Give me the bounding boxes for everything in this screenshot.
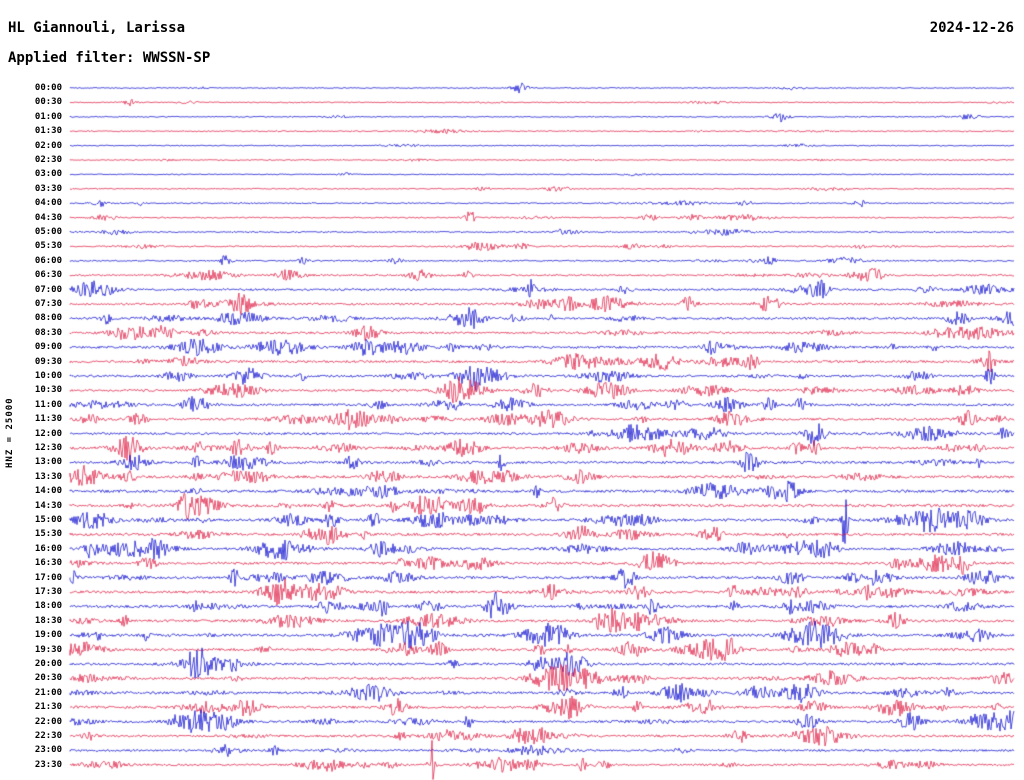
- time-label: 04:00: [34, 198, 62, 209]
- time-label: 17:00: [34, 572, 62, 583]
- date-label: 2024-12-26: [929, 20, 1014, 36]
- time-label: 23:30: [34, 759, 62, 770]
- time-label: 09:30: [34, 356, 62, 367]
- time-label: 11:30: [34, 414, 62, 425]
- time-label: 23:00: [34, 745, 62, 756]
- time-label: 14:00: [34, 486, 62, 497]
- time-label: 05:30: [34, 241, 62, 252]
- station-title: HL Giannouli, Larissa: [8, 20, 186, 36]
- time-label: 09:00: [34, 342, 62, 353]
- time-label: 03:00: [34, 169, 62, 180]
- time-label: 13:30: [34, 471, 62, 482]
- time-label: 01:30: [34, 126, 62, 137]
- time-label: 17:30: [34, 587, 62, 597]
- time-label: 10:30: [34, 385, 62, 396]
- time-label: 22:00: [34, 716, 62, 727]
- time-label: 20:00: [34, 659, 62, 669]
- time-label: 11:00: [34, 399, 62, 410]
- filter-label: Applied filter: WWSSN-SP: [8, 50, 211, 66]
- time-label: 00:30: [34, 97, 62, 108]
- time-label: 08:00: [34, 313, 62, 324]
- time-label: 21:30: [34, 702, 62, 713]
- time-label: 02:30: [34, 155, 62, 165]
- time-label: 18:00: [34, 601, 62, 612]
- time-label: 06:00: [34, 255, 62, 266]
- time-label: 05:00: [34, 227, 62, 237]
- time-label: 16:30: [34, 558, 62, 569]
- time-label: 22:30: [34, 731, 62, 741]
- time-label: 00:00: [34, 83, 62, 93]
- time-label: 14:30: [34, 500, 62, 511]
- time-label: 02:00: [34, 140, 62, 151]
- time-label: 12:00: [34, 428, 62, 439]
- time-label: 12:30: [34, 443, 62, 453]
- time-label: 15:00: [34, 515, 62, 525]
- time-label: 15:30: [34, 529, 62, 540]
- time-label: 10:00: [34, 371, 62, 381]
- time-label: 08:30: [34, 327, 62, 338]
- time-label: 18:30: [34, 615, 62, 626]
- time-label: 07:30: [34, 299, 62, 309]
- time-label: 06:30: [34, 270, 62, 281]
- time-label: 19:00: [34, 630, 62, 641]
- time-label: 03:30: [34, 183, 62, 194]
- time-label: 16:00: [34, 543, 62, 554]
- time-label: 21:00: [34, 687, 62, 698]
- time-label: 04:30: [34, 212, 62, 223]
- time-label: 13:00: [34, 457, 62, 468]
- time-label: 07:00: [34, 284, 62, 295]
- time-label: 01:00: [34, 111, 62, 122]
- time-label: 20:30: [34, 673, 62, 684]
- time-label: 19:30: [34, 644, 62, 655]
